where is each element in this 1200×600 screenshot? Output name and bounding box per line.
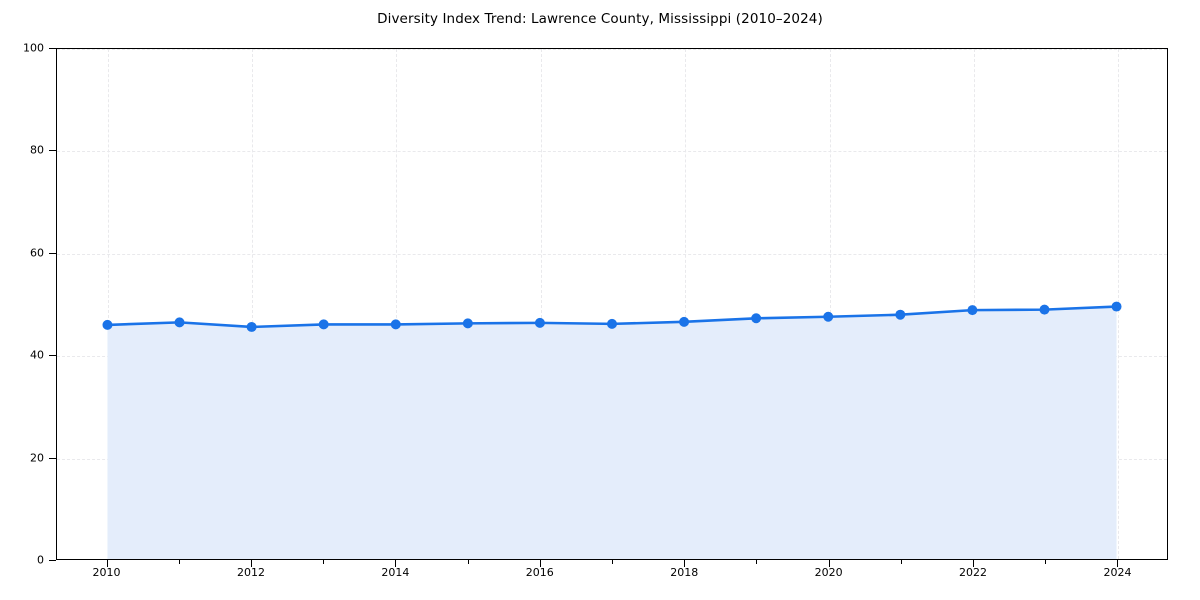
plot-area [56, 48, 1168, 560]
data-point-marker [679, 316, 690, 327]
data-point-marker [102, 319, 113, 330]
x-axis-minor-tick-mark [467, 560, 469, 564]
y-axis-tick-mark [49, 252, 56, 254]
data-point-marker [967, 305, 978, 316]
data-point-marker [1111, 301, 1122, 312]
y-axis-tick-mark [49, 457, 56, 459]
gridline-vertical [540, 49, 542, 559]
x-axis-tick-mark [1117, 560, 1119, 567]
x-axis-minor-tick-mark [900, 560, 902, 564]
x-axis-tick-mark [106, 560, 108, 567]
y-axis-tick-label: 40 [30, 348, 44, 362]
y-axis-tick-mark [49, 150, 56, 152]
data-point-marker [390, 319, 401, 330]
x-axis-minor-tick-mark [323, 560, 325, 564]
chart-title: Diversity Index Trend: Lawrence County, … [377, 11, 823, 27]
x-axis-tick-label: 2020 [814, 566, 843, 579]
data-point-marker [895, 309, 906, 320]
diversity-index-series [102, 301, 1122, 559]
y-axis-tick-mark [49, 48, 56, 49]
y-axis-tick-label: 80 [30, 143, 44, 157]
x-axis-tick-mark [684, 560, 686, 567]
gridline-vertical [829, 49, 831, 559]
x-axis-minor-tick-mark [612, 560, 613, 564]
plot-inner [57, 49, 1167, 559]
y-axis-tick-label: 20 [30, 451, 44, 465]
gridline-vertical [974, 49, 976, 559]
x-axis-tick-label: 2018 [670, 566, 699, 579]
gridline-horizontal [57, 151, 1167, 153]
gridline-vertical [107, 49, 109, 559]
data-point-marker [751, 313, 762, 324]
x-axis-tick-mark [395, 560, 397, 567]
gridline-vertical [685, 49, 687, 559]
x-axis-minor-tick-mark [756, 560, 758, 564]
y-axis-tick-mark [49, 560, 56, 561]
data-point-marker [462, 318, 473, 329]
x-axis-tick-mark [250, 560, 252, 567]
data-point-marker [1039, 304, 1050, 315]
data-point-marker [607, 318, 617, 329]
gridline-vertical [251, 49, 253, 559]
gridline-horizontal [57, 253, 1167, 255]
x-axis-tick-label: 2010 [92, 566, 121, 579]
data-point-marker [318, 319, 329, 330]
x-axis-tick-mark [828, 560, 830, 567]
x-axis-tick-mark [539, 560, 541, 567]
x-axis-tick-label: 2016 [525, 566, 554, 579]
gridline-vertical [396, 49, 398, 559]
y-axis-tick-label: 100 [23, 41, 44, 55]
y-axis-tick-label: 0 [37, 553, 44, 567]
data-point-marker [174, 317, 185, 328]
x-axis-tick-mark [973, 560, 975, 567]
y-axis-tick-mark [49, 355, 56, 357]
y-axis-tick-label: 60 [30, 246, 44, 260]
data-point-marker [534, 317, 545, 328]
area-fill [107, 306, 1117, 559]
x-axis-minor-tick-mark [178, 560, 180, 564]
data-point-marker [246, 321, 257, 332]
x-axis-tick-label: 2012 [236, 566, 265, 579]
x-axis-tick-label: 2014 [381, 566, 410, 579]
x-axis-tick-label: 2022 [959, 566, 988, 579]
data-point-marker [823, 311, 834, 322]
data-point-markers [102, 301, 1122, 332]
x-axis-minor-tick-mark [1045, 560, 1047, 564]
gridline-horizontal [57, 49, 1167, 50]
x-axis-tick-label: 2024 [1103, 566, 1132, 579]
